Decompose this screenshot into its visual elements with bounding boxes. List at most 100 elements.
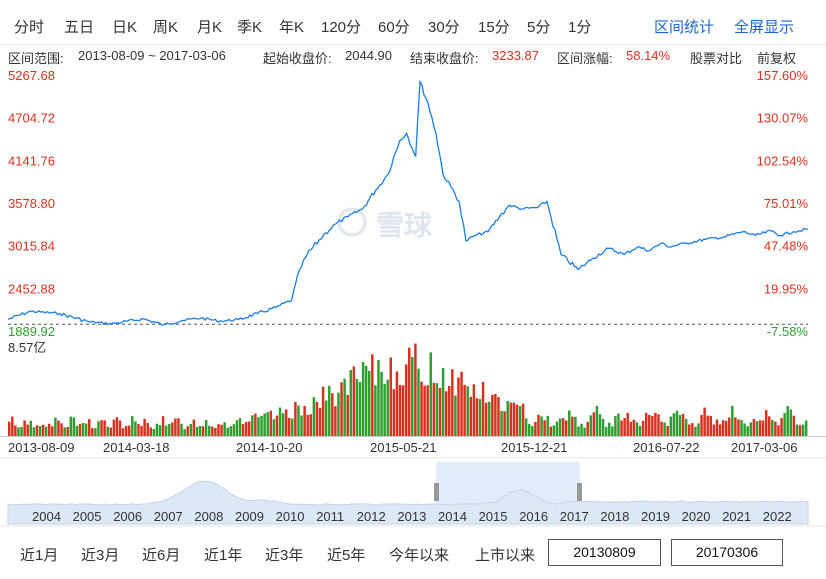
range-button-7[interactable]: 上市以来 — [475, 547, 536, 564]
date-to-input[interactable]: 20170306 — [671, 539, 783, 566]
volume-bar — [715, 419, 719, 436]
volume-bar — [577, 426, 580, 436]
period-tab-4[interactable]: 月K — [197, 19, 223, 36]
volume-bar — [552, 425, 556, 436]
volume-bar — [78, 424, 82, 436]
volume-bar — [549, 426, 553, 436]
volume-bar — [774, 421, 777, 436]
volume-bar — [23, 420, 26, 436]
period-tab-1[interactable]: 五日 — [64, 19, 95, 36]
volume-bar — [703, 407, 706, 436]
volume-bar — [115, 417, 119, 436]
volume-bar — [469, 396, 473, 436]
percent-tick-6: -7.58% — [767, 324, 809, 339]
volume-bar — [223, 422, 226, 436]
volume-bar — [266, 412, 269, 436]
volume-bar — [186, 426, 189, 436]
navigator-year-2015: 2015 — [479, 509, 508, 524]
volume-bar — [521, 403, 525, 436]
volume-bar — [804, 420, 808, 436]
volume-bar — [291, 418, 294, 436]
volume-bar — [537, 414, 540, 436]
period-tab-5[interactable]: 季K — [237, 19, 263, 36]
volume-bar — [100, 420, 103, 436]
range-button-6[interactable]: 今年以来 — [389, 547, 450, 564]
volume-bar — [749, 422, 753, 436]
volume-bar — [334, 406, 337, 436]
range-button-0[interactable]: 近1月 — [20, 547, 59, 564]
navigator-year-2004: 2004 — [32, 509, 61, 524]
volume-bar — [568, 410, 571, 436]
period-tab-7[interactable]: 120分 — [321, 19, 362, 36]
volume-bar — [752, 419, 756, 436]
percent-tick-3: 75.01% — [764, 196, 809, 211]
volume-bar — [383, 384, 386, 436]
volume-bar — [168, 424, 171, 436]
period-tab-6[interactable]: 年K — [279, 19, 305, 36]
period-tab-10[interactable]: 15分 — [478, 19, 510, 36]
volume-bar — [321, 386, 325, 436]
volume-bar — [118, 420, 122, 436]
volume-bar — [91, 428, 94, 436]
percent-tick-2: 102.54% — [757, 153, 809, 168]
range-button-3[interactable]: 近1年 — [204, 547, 243, 564]
volume-bar — [112, 419, 116, 436]
stock-compare-link[interactable]: 股票对比 — [690, 51, 743, 66]
volume-bar — [254, 413, 257, 436]
volume-bar — [789, 409, 793, 436]
volume-bar — [528, 424, 531, 436]
range-stats-link[interactable]: 区间统计 — [654, 19, 715, 36]
period-tab-8[interactable]: 60分 — [378, 19, 410, 36]
volume-bar — [324, 400, 328, 436]
volume-bar — [731, 405, 734, 436]
date-from-input[interactable]: 20130809 — [548, 539, 661, 566]
start-close-label: 起始收盘价: — [263, 51, 332, 66]
volume-bar — [88, 419, 91, 436]
period-tab-3[interactable]: 周K — [153, 19, 179, 36]
fullscreen-link[interactable]: 全屏显示 — [734, 19, 795, 36]
volume-bar — [454, 395, 457, 436]
period-tab-12[interactable]: 1分 — [568, 19, 592, 36]
volume-bar — [60, 423, 63, 436]
end-close-value: 3233.87 — [492, 48, 539, 63]
price-line — [7, 79, 809, 326]
forward-adjust-link[interactable]: 前复权 — [757, 51, 797, 66]
volume-bar — [146, 423, 149, 436]
volume-bar — [401, 385, 405, 436]
volume-bar — [44, 426, 48, 436]
watermark-text: 雪球 — [376, 210, 433, 241]
volume-bar — [248, 421, 251, 436]
range-button-5[interactable]: 近5年 — [327, 547, 366, 564]
period-tab-0[interactable]: 分时 — [14, 19, 45, 36]
period-tab-9[interactable]: 30分 — [428, 19, 460, 36]
price-tick-3: 3578.80 — [8, 196, 55, 211]
volume-bar — [475, 398, 479, 436]
volume-bar — [426, 385, 429, 436]
volume-bar — [463, 384, 466, 436]
volume-bar — [257, 417, 260, 436]
volume-bar — [238, 418, 242, 436]
volume-bar — [764, 410, 768, 436]
percent-tick-0: 157.60% — [757, 68, 809, 83]
price-tick-6: 1889.92 — [8, 324, 55, 339]
range-button-2[interactable]: 近6月 — [142, 547, 181, 564]
stock-chart[interactable]: 雪球 5267.68 4704.72 4141.76 3578.80 3015.84 245… — [0, 60, 826, 536]
period-tab-11[interactable]: 5分 — [527, 19, 551, 36]
date-tick-6: 2017-03-06 — [731, 440, 798, 455]
volume-bar — [694, 426, 697, 436]
period-tab-2[interactable]: 日K — [112, 19, 138, 36]
volume-bar — [48, 423, 51, 436]
volume-bar — [617, 413, 620, 436]
range-button-1[interactable]: 近3月 — [81, 547, 120, 564]
volume-bar — [663, 422, 666, 436]
volume-bar — [355, 378, 359, 436]
volume-bar — [198, 426, 202, 436]
volume-bar — [697, 423, 700, 436]
range-button-4[interactable]: 近3年 — [265, 547, 304, 564]
volume-bar — [235, 420, 239, 436]
volume-bar — [106, 426, 109, 436]
volume-bar — [75, 425, 79, 436]
volume-bar — [592, 412, 596, 436]
volume-bar — [272, 419, 276, 436]
navigator-year-2021: 2021 — [722, 509, 751, 524]
